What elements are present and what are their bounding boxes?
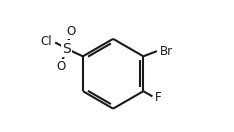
- Text: Cl: Cl: [40, 35, 52, 48]
- Text: O: O: [67, 25, 76, 38]
- Text: Br: Br: [160, 45, 173, 58]
- Text: O: O: [56, 60, 66, 72]
- Text: S: S: [62, 42, 70, 56]
- Text: F: F: [155, 91, 162, 104]
